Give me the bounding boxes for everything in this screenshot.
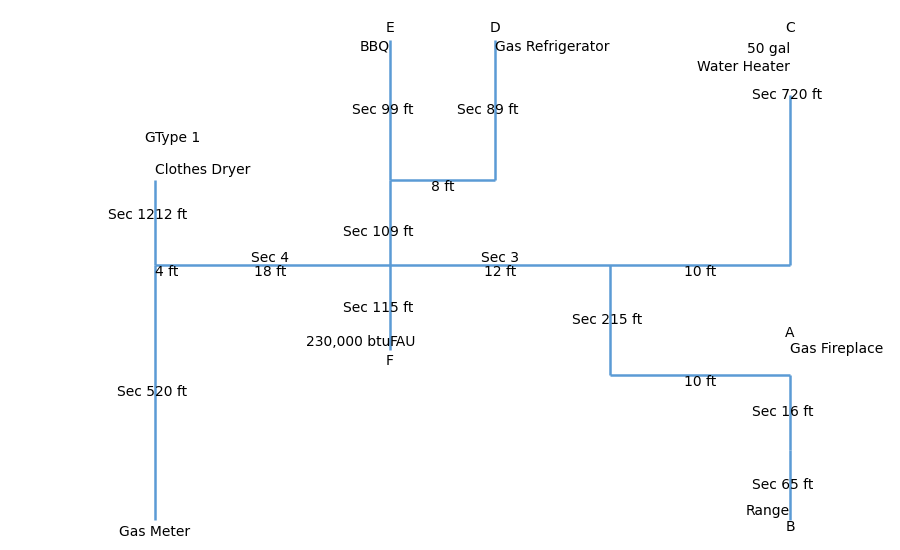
Text: Gas Fireplace: Gas Fireplace: [790, 342, 883, 356]
Text: Sec 9: Sec 9: [352, 103, 390, 117]
Text: 9 ft: 9 ft: [495, 103, 518, 117]
Text: Sec 7: Sec 7: [752, 88, 790, 102]
Text: A: A: [785, 326, 795, 340]
Text: 5 ft: 5 ft: [790, 478, 814, 492]
Text: Sec 6: Sec 6: [752, 478, 790, 492]
Text: Type 1: Type 1: [155, 131, 200, 145]
Text: Gas Refrigerator: Gas Refrigerator: [495, 40, 609, 54]
Text: Gas Meter: Gas Meter: [120, 525, 191, 539]
Text: Sec 10: Sec 10: [343, 225, 390, 239]
Text: Sec 3: Sec 3: [481, 251, 519, 265]
Text: 9 ft: 9 ft: [390, 103, 413, 117]
Text: 18 ft: 18 ft: [254, 265, 286, 279]
Text: Sec 8: Sec 8: [457, 103, 495, 117]
Text: Sec 12: Sec 12: [108, 208, 155, 222]
Text: 10 ft: 10 ft: [684, 375, 716, 389]
Text: G: G: [144, 131, 155, 145]
Text: 9 ft: 9 ft: [390, 225, 413, 239]
Text: 12 ft: 12 ft: [484, 265, 516, 279]
Text: Sec 1: Sec 1: [752, 405, 790, 419]
Text: F: F: [386, 354, 394, 368]
Text: 8 ft: 8 ft: [431, 180, 454, 194]
Text: 4 ft: 4 ft: [155, 265, 178, 279]
Text: 20 ft: 20 ft: [155, 385, 187, 399]
Text: 6 ft: 6 ft: [790, 405, 814, 419]
Text: 12 ft: 12 ft: [155, 208, 187, 222]
Text: Water Heater: Water Heater: [698, 60, 790, 74]
Text: Sec 5: Sec 5: [117, 385, 155, 399]
Text: 50 gal: 50 gal: [747, 42, 790, 56]
Text: E: E: [385, 21, 394, 35]
Text: 20 ft: 20 ft: [790, 88, 822, 102]
Text: 10 ft: 10 ft: [684, 265, 716, 279]
Text: FAU: FAU: [390, 335, 417, 349]
Text: C: C: [785, 21, 795, 35]
Text: Sec 4: Sec 4: [251, 251, 289, 265]
Text: Sec 2: Sec 2: [572, 313, 610, 327]
Text: B: B: [785, 520, 795, 534]
Text: D: D: [490, 21, 500, 35]
Text: Clothes Dryer: Clothes Dryer: [155, 163, 250, 177]
Text: 230,000 btu: 230,000 btu: [306, 335, 390, 349]
Text: 15 ft: 15 ft: [610, 313, 643, 327]
Text: 5 ft: 5 ft: [390, 301, 413, 315]
Text: BBQ: BBQ: [360, 40, 390, 54]
Text: Range: Range: [746, 504, 790, 518]
Text: Sec 11: Sec 11: [343, 301, 390, 315]
